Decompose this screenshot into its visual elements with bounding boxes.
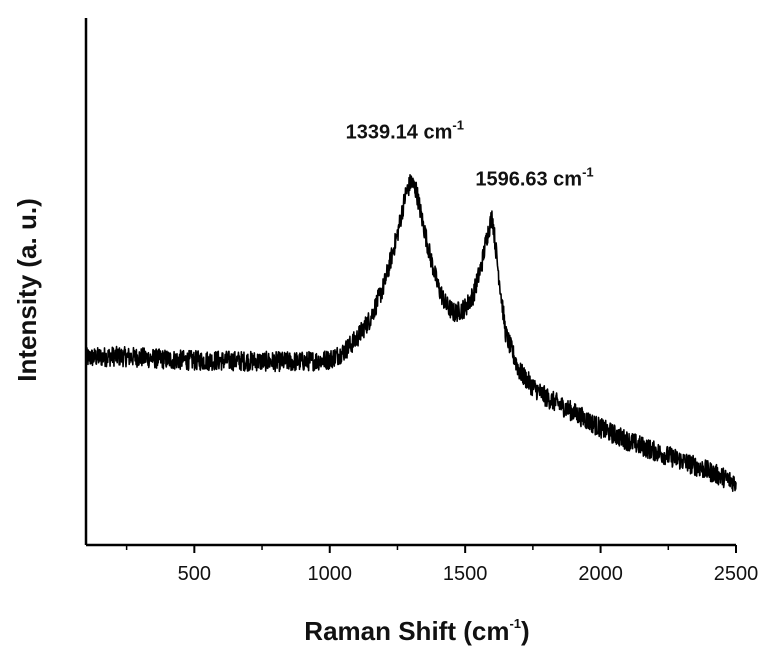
- axes: [84, 18, 736, 547]
- x-axis-ticks: 500 1000 1500 2000 2500: [125, 545, 759, 585]
- peak-annotation-label: 1339.14 cm-1: [346, 117, 464, 143]
- peak-annotation-label: 1596.63 cm-1: [475, 165, 593, 191]
- peak-annotations: 1339.14 cm-1 1596.63 cm-1: [346, 117, 594, 190]
- x-tick-label: 1000: [308, 563, 353, 585]
- x-tick-label: 2500: [714, 563, 759, 585]
- x-tick-label: 500: [178, 563, 211, 585]
- x-tick-label: 2000: [578, 563, 623, 585]
- y-axis-title: Intensity (a. u.): [12, 198, 42, 381]
- x-tick-label: 1500: [443, 563, 488, 585]
- x-axis-title: Raman Shift (cm-1): [304, 616, 529, 646]
- plot-area: [85, 174, 737, 492]
- spectrum-series-line: [85, 174, 737, 492]
